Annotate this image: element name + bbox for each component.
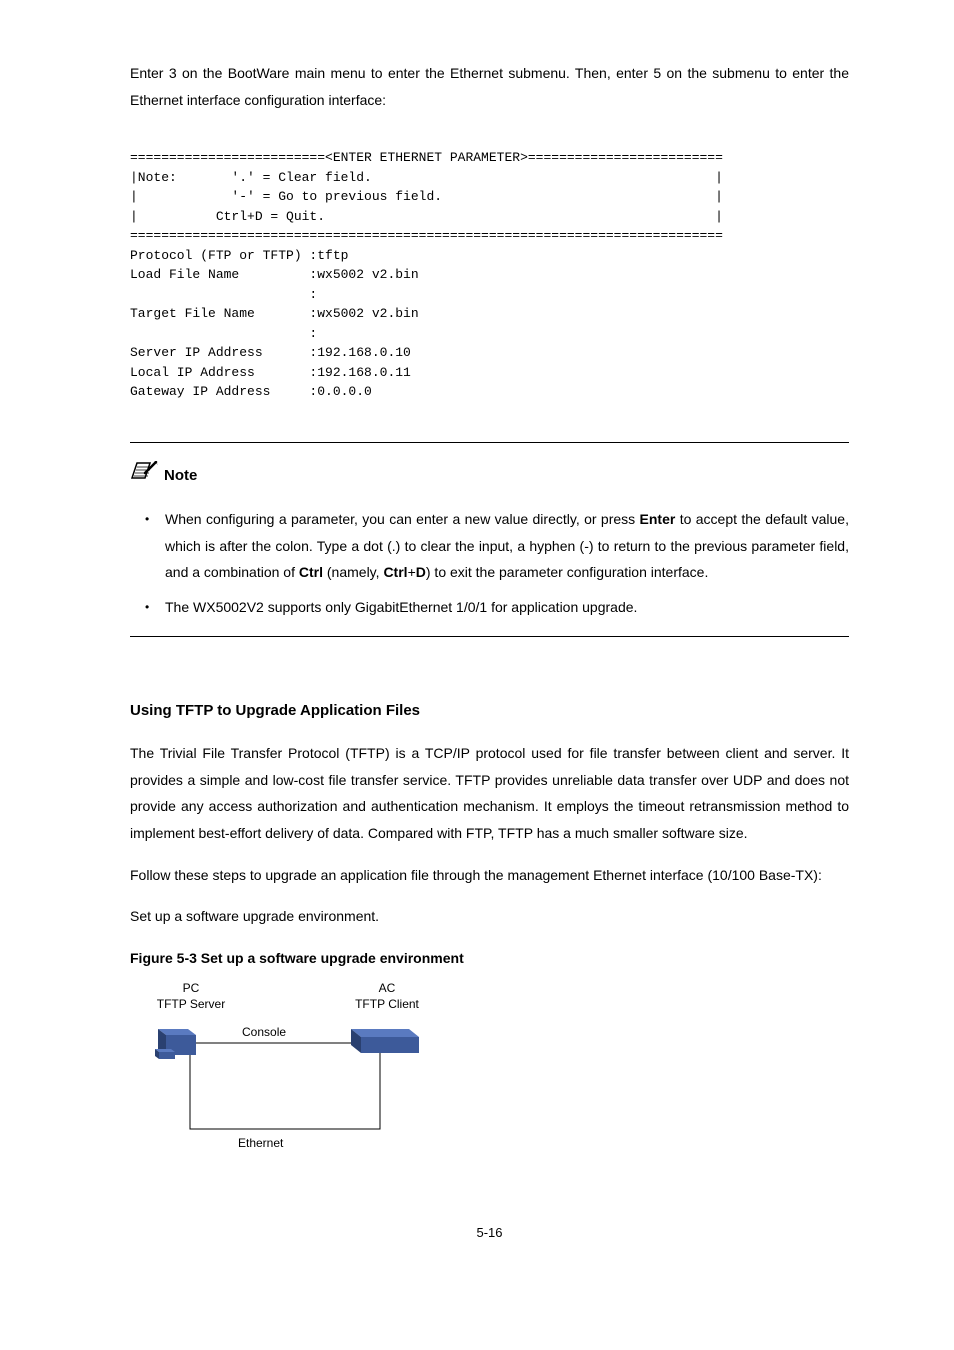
note-label: Note <box>164 462 197 491</box>
note-item-1: When configuring a parameter, you can en… <box>130 506 849 586</box>
note-item-2: The WX5002V2 supports only GigabitEthern… <box>130 594 849 621</box>
ac-label: AC TFTP Client <box>352 981 422 1012</box>
note-icon <box>130 461 158 492</box>
note-bullet-list: When configuring a parameter, you can en… <box>130 506 849 620</box>
note-divider-bottom <box>130 636 849 637</box>
page-number: 5-16 <box>130 1221 849 1246</box>
tftp-para-2: Follow these steps to upgrade an applica… <box>130 862 849 889</box>
tftp-para-3: Set up a software upgrade environment. <box>130 903 849 930</box>
figure-caption: Figure 5-3 Set up a software upgrade env… <box>130 945 849 972</box>
pc-icon <box>150 1021 200 1063</box>
intro-text: Enter 3 on the BootWare main menu to ent… <box>130 60 849 113</box>
network-diagram: PC TFTP Server AC TFTP Client Console Et… <box>130 981 470 1161</box>
config-code-block: =========================<ENTER ETHERNET… <box>130 148 849 402</box>
tftp-para-1: The Trivial File Transfer Protocol (TFTP… <box>130 740 849 846</box>
note-header: Note <box>130 461 849 492</box>
pc-label: PC TFTP Server <box>156 981 226 1012</box>
note-divider-top <box>130 442 849 443</box>
tftp-heading: Using TFTP to Upgrade Application Files <box>130 697 849 726</box>
ethernet-label: Ethernet <box>238 1136 283 1152</box>
console-label: Console <box>242 1025 286 1041</box>
ac-icon <box>345 1023 425 1061</box>
